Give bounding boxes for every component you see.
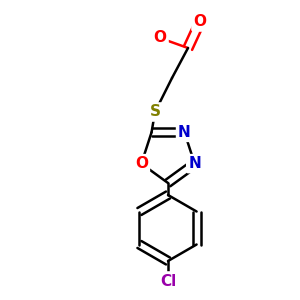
- Text: Cl: Cl: [160, 274, 176, 289]
- Text: O: O: [194, 14, 206, 29]
- Text: O: O: [154, 31, 166, 46]
- Text: O: O: [135, 156, 148, 171]
- Text: N: N: [188, 156, 201, 171]
- Text: N: N: [178, 125, 191, 140]
- Text: S: S: [149, 104, 161, 119]
